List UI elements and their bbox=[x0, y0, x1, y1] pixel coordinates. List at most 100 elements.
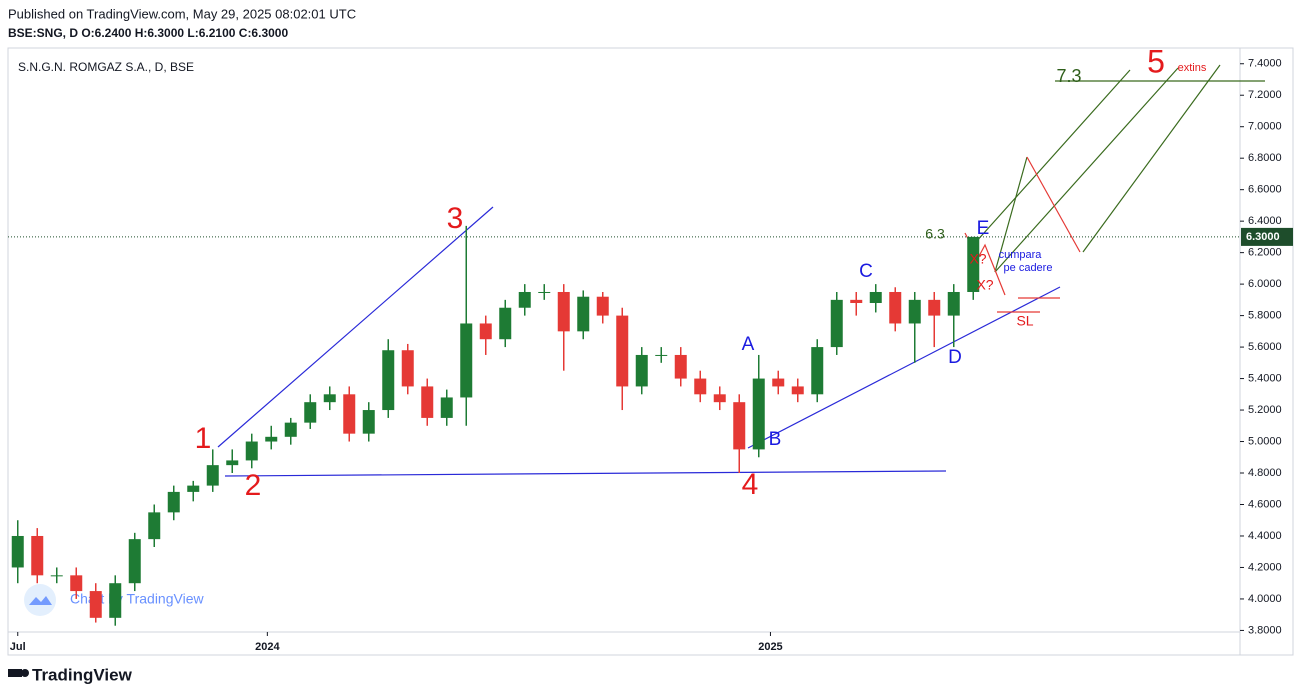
candle-body bbox=[167, 491, 180, 513]
footer-brand: TradingView bbox=[32, 665, 133, 684]
candle-body bbox=[811, 347, 824, 395]
y-tick-label: 7.2000 bbox=[1248, 89, 1282, 101]
candle-body bbox=[791, 386, 804, 395]
y-tick-label: 6.2000 bbox=[1248, 247, 1282, 259]
annotation: pe cadere bbox=[1004, 262, 1053, 274]
y-tick-label: 5.0000 bbox=[1248, 435, 1282, 447]
trendline bbox=[217, 206, 494, 448]
candle-body bbox=[733, 402, 746, 450]
candle-body bbox=[109, 583, 122, 618]
candle-body bbox=[674, 354, 687, 379]
annotation: A bbox=[742, 334, 755, 355]
y-tick-label: 4.0000 bbox=[1248, 593, 1282, 605]
y-tick-label: 4.6000 bbox=[1248, 498, 1282, 510]
y-tick-label: 7.4000 bbox=[1248, 58, 1282, 70]
y-tick-label: 4.8000 bbox=[1248, 467, 1282, 479]
candle-body bbox=[928, 299, 941, 316]
y-tick-label: 5.6000 bbox=[1248, 341, 1282, 353]
y-tick-label: 4.4000 bbox=[1248, 530, 1282, 542]
last-price-box bbox=[1241, 227, 1293, 246]
candle-body bbox=[50, 575, 63, 577]
candle-body bbox=[596, 296, 609, 316]
candle-body bbox=[11, 535, 24, 568]
candle-body bbox=[713, 394, 726, 403]
candle-body bbox=[89, 591, 102, 618]
annotation: extins bbox=[1178, 62, 1207, 74]
annotation: C bbox=[859, 261, 873, 282]
annotation: X? bbox=[976, 277, 993, 293]
y-tick-label: 5.2000 bbox=[1248, 404, 1282, 416]
candle-body bbox=[499, 307, 512, 340]
candle-body bbox=[460, 323, 473, 398]
y-tick-label: 6.6000 bbox=[1248, 184, 1282, 196]
candle-body bbox=[479, 323, 492, 340]
annotation: cumpara bbox=[999, 249, 1043, 261]
channel-line bbox=[994, 67, 1179, 273]
candle-body bbox=[908, 299, 921, 324]
candle-body bbox=[265, 436, 278, 442]
candle-body bbox=[362, 410, 375, 434]
candle-body bbox=[421, 386, 434, 418]
quote: BSE:SNG, D O:6.2400 H:6.3000 L:6.2100 C:… bbox=[8, 26, 288, 40]
annotation: B bbox=[769, 429, 782, 450]
y-tick-label: 4.2000 bbox=[1248, 561, 1282, 573]
candle-body bbox=[31, 535, 44, 576]
watermark-logo bbox=[24, 584, 56, 616]
candle-body bbox=[557, 291, 570, 332]
annotation: D bbox=[948, 347, 962, 368]
candle-body bbox=[245, 441, 258, 461]
annotation: 3 bbox=[447, 202, 464, 235]
annotation: 4 bbox=[742, 468, 759, 501]
last-price-label: 6.3000 bbox=[1246, 231, 1280, 243]
candle-body bbox=[577, 296, 590, 332]
candle-body bbox=[635, 354, 648, 387]
candle-body bbox=[655, 354, 668, 356]
candle-body bbox=[752, 378, 765, 450]
x-tick-label: 2025 bbox=[758, 641, 782, 653]
candle-body bbox=[830, 299, 843, 348]
annotation: 7.3 bbox=[1056, 66, 1081, 86]
annotation: 6.3 bbox=[925, 226, 945, 242]
x-tick-label: 2024 bbox=[255, 641, 280, 653]
y-tick-label: 5.8000 bbox=[1248, 310, 1282, 322]
y-tick-label: 7.0000 bbox=[1248, 121, 1282, 133]
candle-body bbox=[226, 460, 239, 466]
candle-body bbox=[440, 397, 453, 418]
candle-body bbox=[401, 350, 414, 387]
x-tick-label: Jul bbox=[10, 641, 26, 653]
published: Published on TradingView.com, May 29, 20… bbox=[8, 6, 356, 21]
candle-body bbox=[889, 291, 902, 324]
channel-line bbox=[1082, 64, 1221, 253]
y-tick-label: 6.0000 bbox=[1248, 278, 1282, 290]
annotation: E bbox=[977, 218, 990, 239]
watermark: Chart by TradingView bbox=[70, 591, 204, 607]
y-tick-label: 3.8000 bbox=[1248, 624, 1282, 636]
candle-body bbox=[850, 299, 863, 304]
projection bbox=[994, 156, 1028, 273]
trendline bbox=[747, 286, 1061, 449]
candle-body bbox=[284, 422, 297, 437]
frame bbox=[7, 47, 1294, 656]
channel-line bbox=[974, 69, 1131, 244]
y-tick-label: 6.8000 bbox=[1248, 152, 1282, 164]
candle-body bbox=[206, 465, 219, 486]
trendline bbox=[224, 470, 947, 477]
candle-body bbox=[323, 394, 336, 403]
candle-body bbox=[304, 402, 317, 423]
footer-logo bbox=[8, 669, 29, 677]
y-tick-label: 5.4000 bbox=[1248, 372, 1282, 384]
candle-body bbox=[187, 485, 200, 492]
candle-body bbox=[70, 575, 83, 592]
candle-body bbox=[538, 291, 551, 293]
candle-body bbox=[869, 291, 882, 304]
candle-body bbox=[128, 539, 141, 584]
candle-body bbox=[518, 291, 531, 308]
candle-body bbox=[694, 378, 707, 395]
candle-body bbox=[947, 291, 960, 316]
candle-body bbox=[616, 315, 629, 387]
candle-body bbox=[148, 512, 161, 540]
candle-body bbox=[967, 236, 980, 292]
annotation: 5 bbox=[1147, 43, 1165, 79]
projection bbox=[1026, 156, 1081, 253]
